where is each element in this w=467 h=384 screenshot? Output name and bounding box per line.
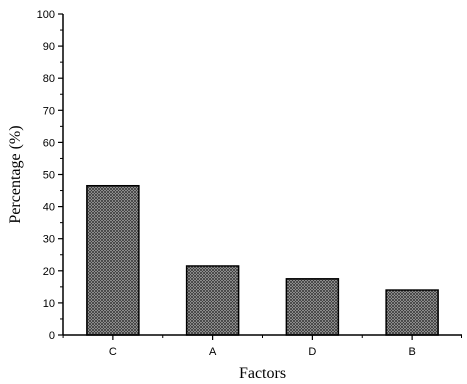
x-tick-label: D (308, 346, 316, 358)
x-tick-label: A (209, 346, 217, 358)
y-axis-title: Percentage (%) (7, 125, 24, 223)
y-tick-label: 50 (43, 170, 55, 182)
y-tick-label: 40 (43, 202, 55, 214)
bar-C (86, 184, 140, 336)
y-tick-label: 20 (43, 266, 55, 278)
y-tick-label: 70 (43, 105, 55, 117)
y-tick-label: 30 (43, 234, 55, 246)
x-axis-title: Factors (239, 365, 286, 382)
y-tick-label: 60 (43, 137, 55, 149)
x-tick-label: B (408, 346, 415, 358)
y-tick-label: 10 (43, 298, 55, 310)
axes-group: 0 10 20 30 40 50 60 70 80 90 100 C A D B (37, 9, 462, 358)
y-tick-label: 90 (43, 41, 55, 53)
bar-B (385, 289, 439, 336)
y-tick-label: 80 (43, 73, 55, 85)
bar-D (285, 278, 340, 336)
bars-group (86, 184, 439, 336)
bar-A (185, 265, 240, 336)
x-tick-label: C (109, 346, 117, 358)
y-tick-label: 100 (37, 9, 55, 21)
y-tick-label: 0 (49, 330, 55, 342)
